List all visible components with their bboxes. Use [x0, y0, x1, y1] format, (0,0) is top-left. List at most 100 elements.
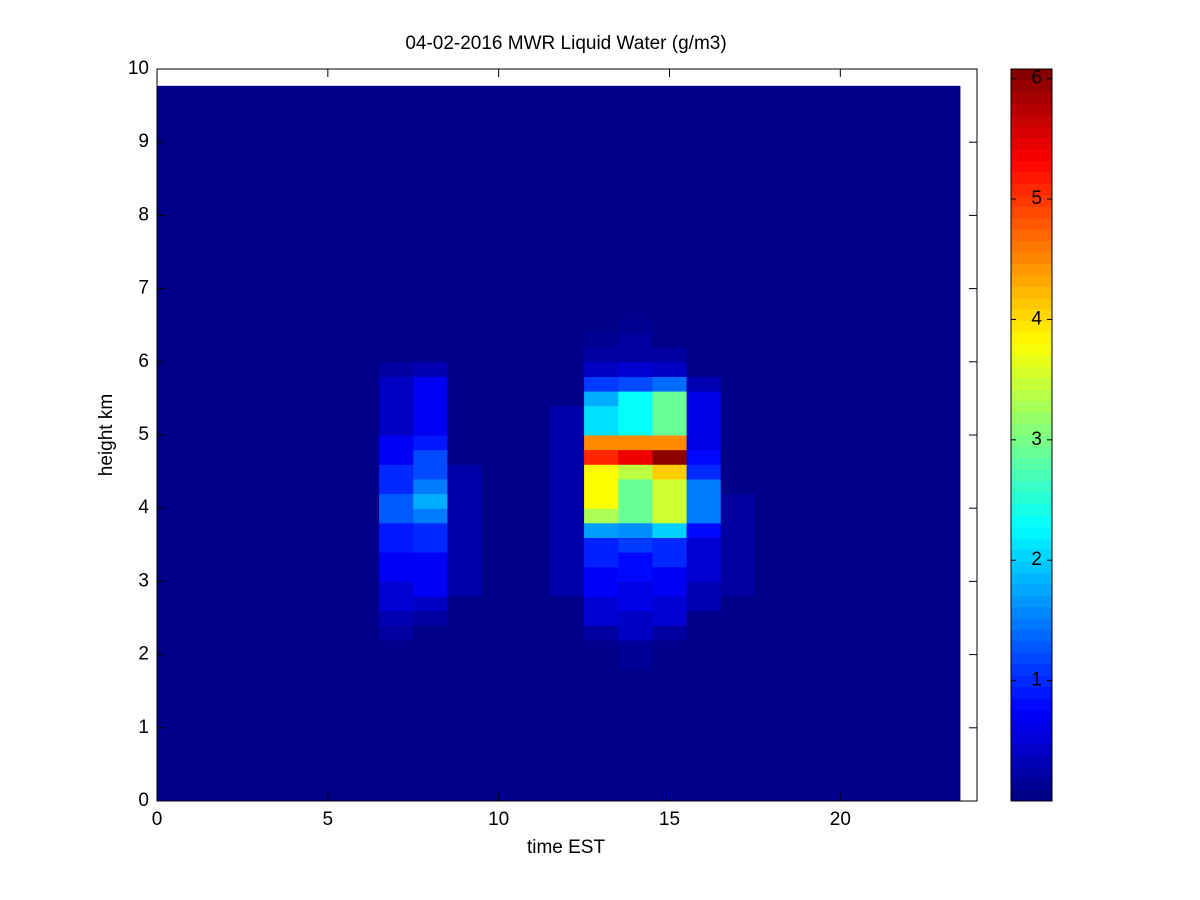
heatmap-cell: [379, 522, 414, 538]
heatmap-cell: [413, 625, 448, 641]
heatmap-cell: [754, 610, 961, 626]
heatmap-cell: [379, 639, 414, 656]
heatmap-cell: [447, 464, 483, 480]
heatmap-cell: [481, 347, 551, 363]
heatmap-cell: [618, 317, 653, 334]
heatmap-cell: [686, 508, 722, 524]
heatmap-cell: [379, 332, 414, 348]
heatmap-cell: [481, 435, 551, 451]
heatmap-cell: [584, 347, 619, 363]
colorbar-swatch: [1011, 778, 1052, 791]
heatmap-cell: [686, 566, 722, 582]
colorbar-swatch: [1011, 469, 1052, 482]
heatmap-cell: [379, 317, 414, 334]
axes: 0 5 10 15 20 0 1 2 3 4 5 6 7 8 9 10: [128, 58, 978, 830]
colorbar-tick-label: 4: [1031, 308, 1042, 329]
colorbar-swatch: [1011, 320, 1052, 333]
heatmap-cell: [481, 405, 551, 421]
heatmap-cell: [720, 552, 756, 568]
heatmap-cell: [549, 347, 585, 363]
heatmap-cell: [720, 376, 756, 392]
heatmap-cell: [481, 552, 551, 568]
heatmap-cell: [549, 493, 585, 509]
colorbar-swatch: [1011, 91, 1052, 104]
heatmap-cell: [549, 332, 585, 348]
heatmap-cell: [652, 493, 688, 509]
heatmap-cell: [413, 317, 448, 334]
x-tick-label: 0: [152, 809, 163, 830]
colorbar-swatch: [1011, 160, 1052, 173]
heatmap-cell: [379, 405, 414, 421]
colorbar-swatch: [1011, 698, 1052, 710]
heatmap-cell: [720, 347, 756, 363]
heatmap-cell: [754, 391, 961, 407]
colorbar-swatch: [1011, 492, 1052, 505]
heatmap-cell: [447, 508, 483, 524]
heatmap-cell: [618, 669, 653, 802]
colorbar-swatch: [1011, 457, 1052, 470]
heatmap-cell: [754, 449, 961, 465]
heatmap-cell: [413, 552, 448, 568]
colorbar-swatch: [1011, 572, 1052, 585]
heatmap-cell: [379, 552, 414, 568]
heatmap-cell: [720, 405, 756, 421]
heatmap-cell: [686, 625, 722, 641]
heatmap-cell: [549, 537, 585, 553]
heatmap-cell: [584, 654, 619, 670]
y-tick-label: 3: [138, 570, 149, 591]
colorbar-swatch: [1011, 126, 1052, 139]
heatmap-cell: [652, 361, 688, 377]
colorbar-swatch: [1011, 480, 1052, 493]
heatmap-cell: [720, 537, 756, 553]
colorbar-swatch: [1011, 229, 1052, 242]
colorbar-swatch: [1011, 240, 1052, 253]
colorbar-swatch: [1011, 114, 1052, 127]
colorbar-swatch: [1011, 343, 1052, 356]
heatmap-cell: [157, 669, 380, 802]
colorbar-swatch: [1011, 423, 1052, 436]
heatmap-cell: [413, 537, 448, 553]
heatmap-cell: [481, 391, 551, 407]
x-axis-label: time EST: [527, 837, 606, 858]
colorbar-swatch: [1011, 515, 1052, 527]
heatmap-cell: [584, 566, 619, 582]
heatmap-cell: [618, 464, 653, 480]
heatmap-cell: [481, 654, 551, 670]
colorbar-swatch: [1011, 640, 1052, 653]
heatmap-cell: [413, 654, 448, 670]
heatmap-cell: [157, 610, 380, 626]
colorbar-swatch: [1011, 537, 1052, 550]
heatmap-cell: [481, 508, 551, 524]
heatmap-cell: [720, 449, 756, 465]
heatmap-cell: [652, 508, 688, 524]
heatmap-cell: [157, 508, 380, 524]
heatmap-cell: [413, 376, 448, 392]
heatmap-cell: [618, 347, 653, 363]
heatmap-cell: [754, 596, 961, 612]
heatmap-cell: [413, 420, 448, 436]
heatmap-cell: [652, 391, 688, 407]
heatmap-cell: [549, 391, 585, 407]
heatmap-cell: [549, 361, 585, 377]
colorbar-swatch: [1011, 400, 1052, 413]
colorbar-swatch: [1011, 446, 1052, 459]
heatmap-cell: [584, 610, 619, 626]
colorbar-swatch: [1011, 560, 1052, 573]
heatmap-cell: [413, 566, 448, 582]
heatmap-cell: [379, 625, 414, 641]
heatmap-cell: [447, 435, 483, 451]
heatmap-cell: [549, 625, 585, 641]
heatmap-cell: [754, 581, 961, 597]
heatmap-cell: [379, 361, 414, 377]
heatmap-cell: [618, 391, 653, 407]
heatmap-cell: [720, 332, 756, 348]
colorbar-swatch: [1011, 80, 1052, 93]
heatmap-cell: [686, 596, 722, 612]
heatmap-cell: [481, 85, 551, 319]
heatmap-cell: [413, 449, 448, 465]
heatmap-cell: [652, 552, 688, 568]
colorbar-swatch: [1011, 69, 1052, 81]
colorbar-swatch: [1011, 755, 1052, 768]
heatmap-cell: [413, 610, 448, 626]
